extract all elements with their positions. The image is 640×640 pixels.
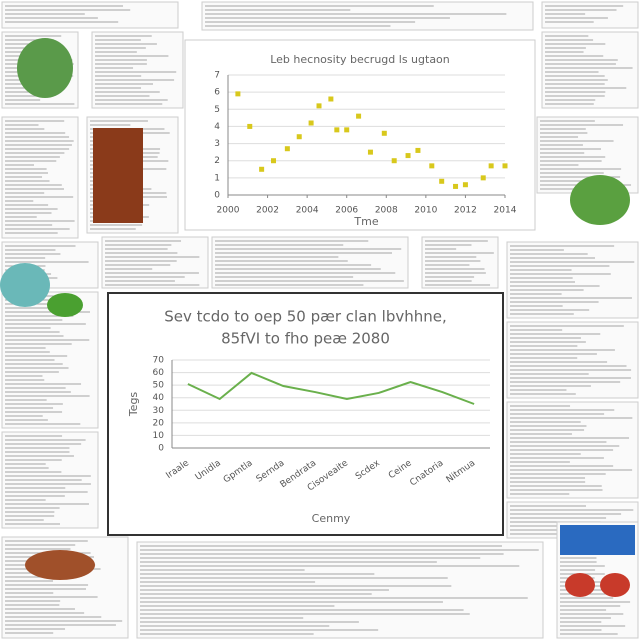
y-axis-label: Tegs [127, 392, 140, 418]
y-tick-label: 7 [214, 71, 220, 81]
scatter-point [502, 163, 508, 169]
blob [565, 573, 595, 597]
y-tick-label: 1 [214, 173, 220, 183]
scatter-point [415, 147, 421, 153]
blob [560, 525, 635, 555]
scatter-point [462, 182, 468, 188]
collage-tile [541, 31, 639, 109]
y-tick-label: 0 [158, 444, 164, 454]
chart-frame [107, 292, 504, 536]
y-tick-label: 5 [214, 105, 220, 115]
x-tick-label: 2002 [256, 206, 279, 216]
chart-title: Sev tcdo to oep 50 pær clan lbvhhne, [164, 308, 447, 326]
y-tick-label: 3 [214, 139, 220, 149]
y-tick-label: 10 [153, 431, 165, 441]
y-tick-label: 70 [153, 356, 165, 366]
scatter-point [453, 183, 459, 189]
chart-frame [184, 39, 536, 231]
y-tick-label: 0 [214, 191, 220, 201]
blob [600, 573, 630, 597]
collage-tile [506, 241, 639, 319]
scatter-point [391, 158, 397, 164]
x-tick-label: 2006 [335, 206, 358, 216]
scatter-point [316, 103, 322, 109]
y-tick-label: 50 [153, 381, 165, 391]
y-tick-label: 30 [153, 406, 165, 416]
scatter-point [284, 146, 290, 152]
scatter-point [381, 130, 387, 136]
x-tick-label: 2008 [375, 206, 398, 216]
scatter-point [344, 127, 350, 133]
blob [0, 263, 50, 307]
collage-tile [201, 1, 534, 31]
line-series [187, 371, 475, 405]
collage-tile [506, 321, 639, 399]
blob [17, 38, 73, 98]
chart-title: 85fVI to fho peæ 2080 [221, 330, 390, 348]
scatter-point [259, 166, 265, 172]
blob [25, 550, 95, 580]
scatter-point [247, 123, 253, 129]
x-tick-label: 2012 [454, 206, 477, 216]
y-tick-label: 40 [153, 393, 165, 403]
scatter-point [488, 163, 494, 169]
scatter-point [429, 163, 435, 169]
scatter-point [328, 96, 334, 102]
x-axis-label: Cenmy [312, 512, 351, 525]
scatter-point [439, 178, 445, 184]
scatter-point [405, 153, 411, 159]
x-tick-label: 2004 [296, 206, 319, 216]
scatter-point [480, 175, 486, 181]
x-tick-label: 2000 [217, 206, 240, 216]
scatter-point [271, 158, 277, 164]
scatter-point [308, 120, 314, 126]
scatter-point [356, 113, 362, 119]
x-tick-label: 2010 [414, 206, 437, 216]
scatter-point [235, 91, 241, 97]
x-tick-label: 2014 [494, 206, 517, 216]
y-tick-label: 4 [214, 122, 220, 132]
y-tick-label: 20 [153, 418, 165, 428]
y-tick-label: 60 [153, 368, 165, 378]
y-tick-label: 6 [214, 88, 220, 98]
blob [570, 175, 630, 225]
x-axis-label: Tme [353, 215, 378, 228]
blob [47, 293, 83, 317]
scatter-point [296, 134, 302, 140]
blob [93, 128, 143, 223]
y-tick-label: 2 [214, 156, 220, 166]
scatter-point [334, 127, 340, 133]
scatter-point [367, 149, 373, 155]
chart-title: Leb hecnosity becrugd ls ugtaon [270, 53, 450, 66]
collage-tile [91, 31, 184, 109]
